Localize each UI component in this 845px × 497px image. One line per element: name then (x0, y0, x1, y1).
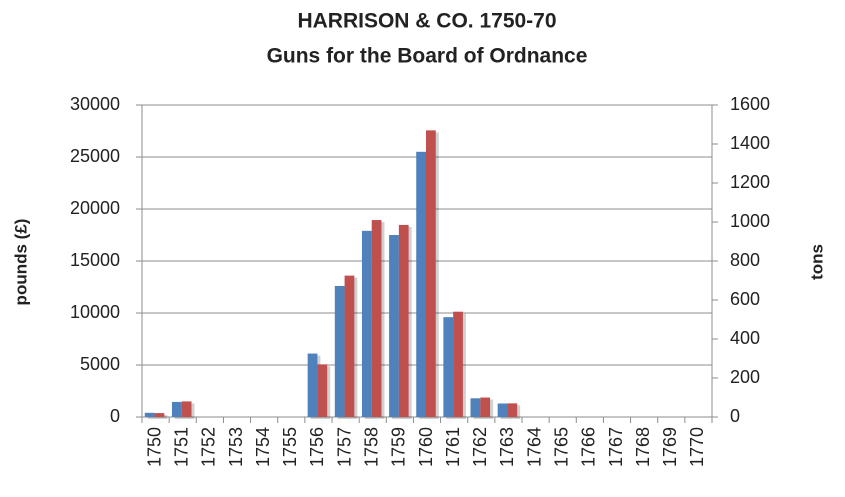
bar (480, 397, 491, 417)
bar (443, 317, 454, 417)
y2-tick-label: 1000 (730, 211, 770, 231)
y-tick-label: 0 (110, 406, 120, 426)
x-tick-label: 1754 (253, 427, 273, 467)
bar (307, 353, 318, 417)
x-tick-label: 1769 (660, 427, 680, 467)
x-tick-label: 1752 (199, 427, 219, 467)
y2-tick-label: 1400 (730, 133, 770, 153)
x-tick-label: 1766 (579, 427, 599, 467)
x-tick-label: 1761 (443, 427, 463, 467)
bar (317, 364, 328, 417)
chart-subtitle: Guns for the Board of Ordnance (267, 45, 588, 68)
x-tick-label: 1758 (361, 427, 381, 467)
x-tick-label: 1755 (280, 427, 300, 467)
y-tick-label: 10000 (70, 302, 120, 322)
x-tick-label: 1768 (633, 427, 653, 467)
y2-tick-label: 1600 (730, 94, 770, 114)
y-tick-label: 20000 (70, 198, 120, 218)
y2-tick-label: 1200 (730, 172, 770, 192)
bar (497, 403, 508, 417)
bar (398, 224, 409, 417)
x-tick-label: 1762 (470, 427, 490, 467)
x-tick-label: 1750 (144, 427, 164, 467)
y2-tick-label: 0 (730, 406, 740, 426)
y2-tick-label: 600 (730, 289, 760, 309)
y2-tick-label: 200 (730, 367, 760, 387)
x-tick-label: 1751 (171, 427, 191, 467)
bar (144, 412, 155, 417)
bar (507, 403, 518, 417)
y-tick-label: 25000 (70, 146, 120, 166)
y-tick-label: 30000 (70, 94, 120, 114)
y2-tick-label: 400 (730, 328, 760, 348)
bar (154, 413, 165, 417)
bar (453, 311, 463, 417)
bar (371, 220, 382, 417)
bar-shadow (157, 415, 168, 419)
y-tick-label: 5000 (80, 354, 120, 374)
bar (470, 398, 481, 417)
y2-tick-label: 800 (730, 250, 760, 270)
bar (171, 401, 182, 417)
x-tick-label: 1757 (334, 427, 354, 467)
x-tick-label: 1764 (524, 427, 544, 467)
bar (389, 235, 399, 417)
bar (334, 285, 345, 417)
bar (181, 401, 192, 417)
bar (361, 230, 372, 417)
x-tick-label: 1763 (497, 427, 517, 467)
y-tick-label: 15000 (70, 250, 120, 270)
bar (344, 275, 355, 417)
x-tick-label: 1765 (551, 427, 571, 467)
y-axis-label: pounds (£) (11, 219, 30, 306)
bar (416, 151, 426, 418)
bar (426, 130, 436, 417)
x-tick-label: 1753 (226, 427, 246, 467)
x-tick-label: 1770 (687, 427, 707, 467)
y2-axis-label: tons (807, 244, 826, 280)
x-tick-label: 1767 (606, 427, 626, 467)
chart-title: HARRISON & CO. 1750-70 (297, 10, 556, 33)
x-tick-label: 1756 (307, 427, 327, 467)
x-tick-label: 1759 (389, 427, 409, 467)
x-tick-label: 1760 (416, 427, 436, 467)
